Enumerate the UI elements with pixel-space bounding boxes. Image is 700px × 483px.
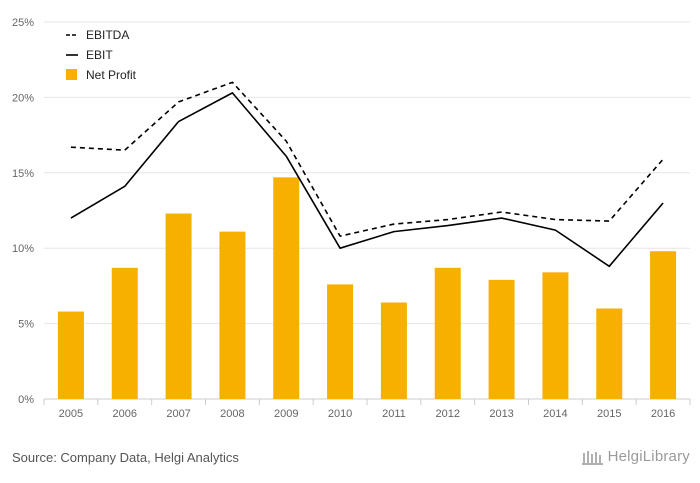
ebit-line bbox=[70, 92, 664, 268]
net-profit-bar bbox=[542, 272, 569, 399]
ebitda-line bbox=[70, 81, 664, 237]
legend-label: EBIT bbox=[86, 48, 113, 62]
net-profit-bar bbox=[57, 311, 84, 399]
net-profit-bar bbox=[219, 231, 246, 399]
line-series bbox=[70, 81, 664, 268]
brand-name: HelgiLibrary bbox=[607, 448, 690, 465]
y-tick-label: 20% bbox=[12, 92, 34, 104]
source-note: Source: Company Data, Helgi Analytics bbox=[12, 450, 239, 465]
x-tick-label: 2014 bbox=[543, 408, 567, 420]
y-tick-label: 5% bbox=[18, 319, 34, 331]
x-tick-label: 2006 bbox=[113, 408, 137, 420]
y-tick-label: 25% bbox=[12, 17, 34, 29]
net-profit-bars bbox=[57, 177, 677, 399]
x-tick-label: 2011 bbox=[382, 408, 406, 420]
net-profit-bar bbox=[327, 284, 354, 399]
net-profit-bar bbox=[165, 213, 192, 399]
net-profit-bar bbox=[596, 308, 623, 399]
legend-swatch bbox=[66, 69, 77, 80]
brand-logo: HelgiLibrary bbox=[581, 448, 690, 465]
x-tick-label: 2007 bbox=[166, 408, 190, 420]
net-profit-bar bbox=[434, 267, 461, 399]
x-tick-label: 2013 bbox=[489, 408, 513, 420]
gridlines bbox=[44, 21, 690, 400]
net-profit-bar bbox=[380, 302, 407, 399]
x-tick-label: 2009 bbox=[274, 408, 298, 420]
chart: 0% 5% 10% 15% 20% 25% 2005 2006 2007 2008 2009 201… bbox=[12, 17, 691, 420]
legend-label: Net Profit bbox=[86, 68, 137, 82]
net-profit-bar bbox=[650, 251, 677, 399]
net-profit-bar bbox=[273, 177, 300, 399]
x-tick-label: 2015 bbox=[597, 408, 621, 420]
y-tick-label: 15% bbox=[12, 168, 34, 180]
x-tick-label: 2012 bbox=[436, 408, 460, 420]
x-tick-label: 2010 bbox=[328, 408, 352, 420]
y-axis: 0% 5% 10% 15% 20% 25% bbox=[12, 17, 34, 406]
y-tick-label: 10% bbox=[12, 243, 34, 255]
x-tick-label: 2005 bbox=[59, 408, 83, 420]
net-profit-bar bbox=[111, 267, 138, 399]
x-tick-label: 2016 bbox=[651, 408, 675, 420]
y-tick-label: 0% bbox=[18, 394, 34, 406]
legend: EBITDA EBIT Net Profit bbox=[66, 28, 137, 82]
x-tick-label: 2008 bbox=[220, 408, 244, 420]
x-axis: 2005 2006 2007 2008 2009 2010 2011 2012 2013 2014… bbox=[43, 399, 691, 420]
net-profit-bar bbox=[488, 279, 515, 399]
library-icon bbox=[581, 450, 603, 465]
legend-label: EBITDA bbox=[86, 28, 129, 42]
